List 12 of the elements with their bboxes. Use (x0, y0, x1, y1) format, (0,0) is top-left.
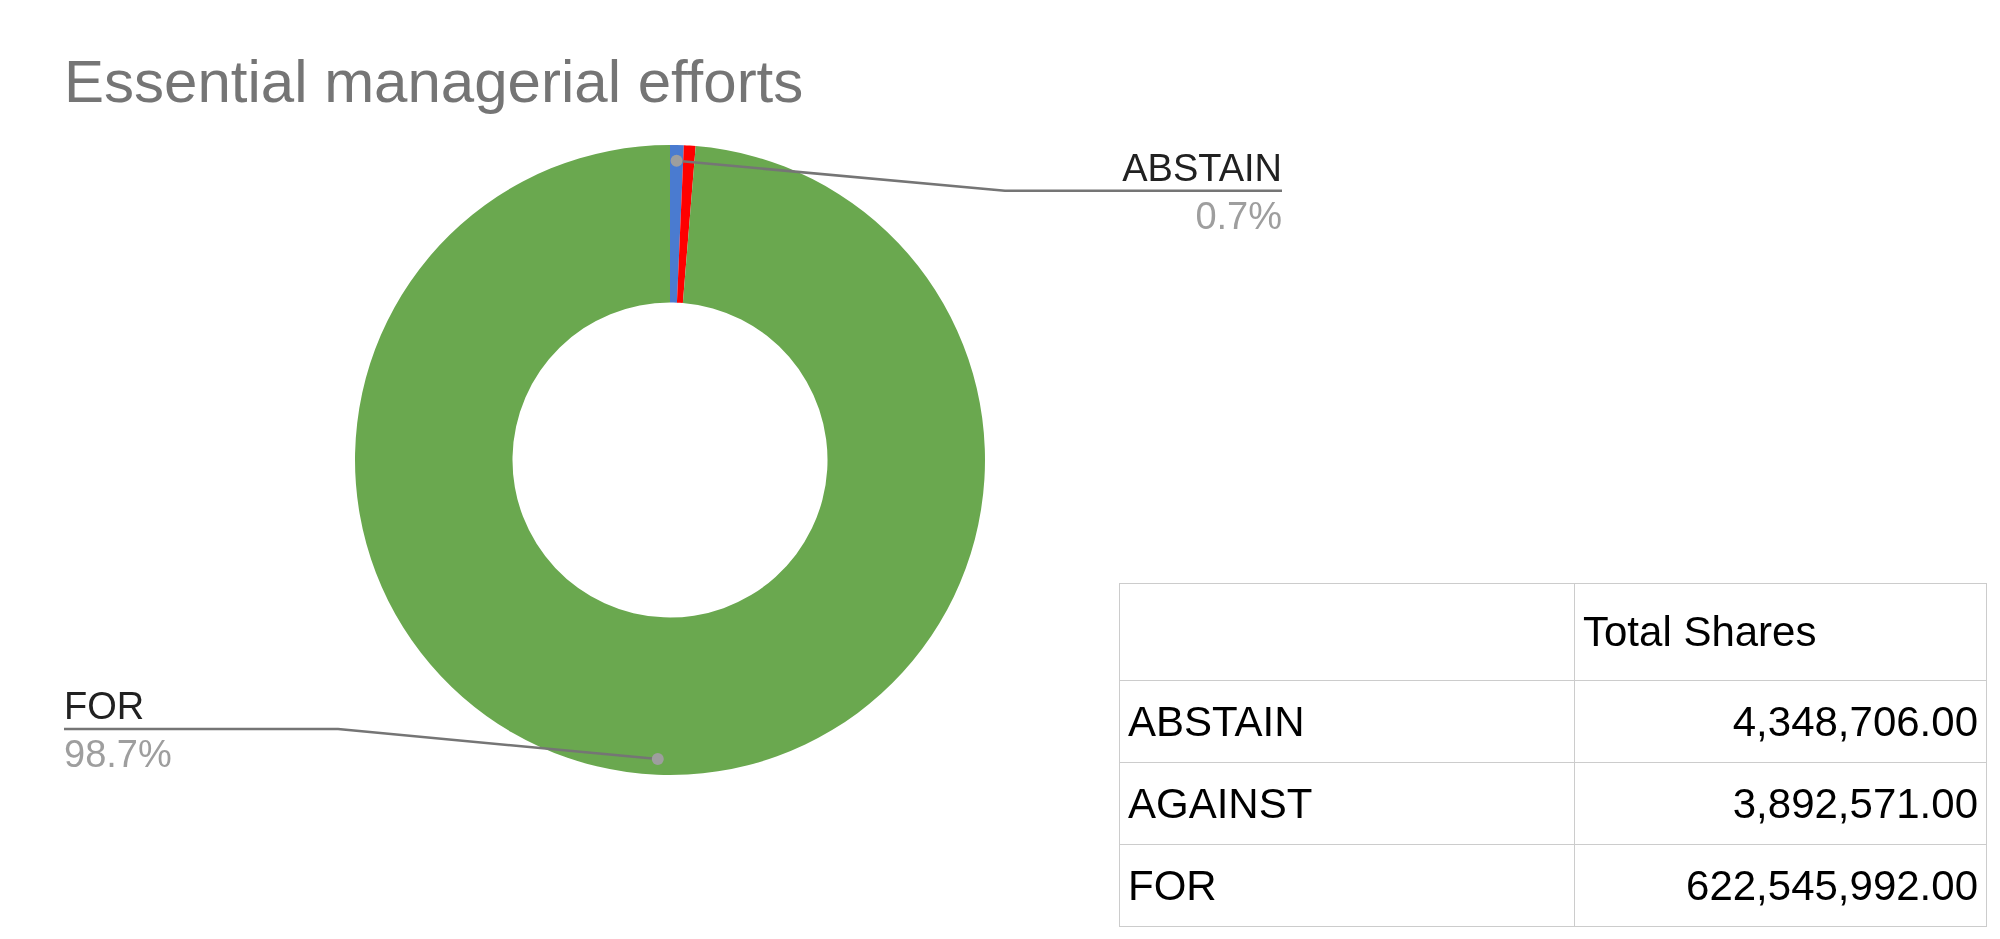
data-label: 98.7% (64, 733, 172, 775)
data-label: 0.7% (1195, 194, 1282, 237)
chart-title: Essential managerial efforts (64, 48, 804, 115)
text: ABSTAIN (1119, 680, 1575, 763)
text: FOR (1119, 844, 1575, 927)
text: 4,348,706.00 (1574, 680, 1987, 763)
slice-label: FOR (64, 685, 145, 727)
text: 3,892,571.00 (1574, 762, 1987, 845)
text: Total Shares (1574, 583, 1987, 681)
text: AGAINST (1119, 762, 1575, 845)
text: 622,545,992.00 (1574, 844, 1987, 927)
slice-label: ABSTAIN (1122, 146, 1282, 189)
